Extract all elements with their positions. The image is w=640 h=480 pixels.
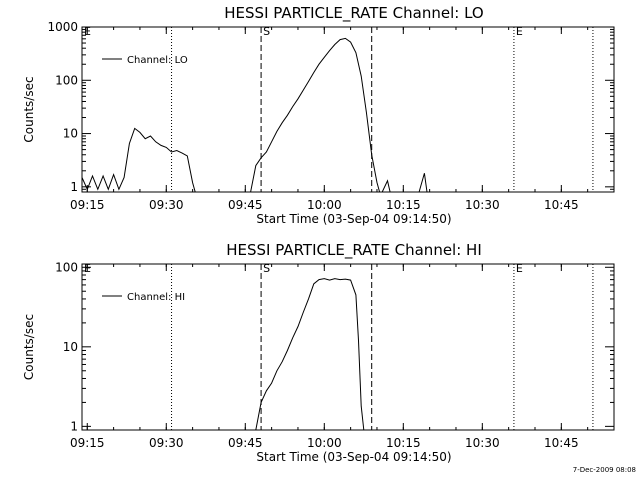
chart-2-x-tick-label: 10:30 bbox=[465, 436, 500, 450]
chart-1-frame bbox=[81, 26, 615, 193]
footer-timestamp: 7-Dec-2009 08:08 bbox=[572, 466, 636, 474]
chart-1-x-tick-label: 10:30 bbox=[465, 198, 500, 212]
chart-1: HESSI PARTICLE_RATE Channel: LO 09:15 09:3… bbox=[22, 4, 615, 226]
chart-2-y-axis-title: Counts/sec bbox=[22, 314, 36, 380]
chart-1-x-tick-label: 10:45 bbox=[544, 198, 579, 212]
chart-2-marker-label: E bbox=[516, 262, 523, 275]
chart-1-y-tick-label: 10 bbox=[63, 127, 78, 141]
chart-2-x-axis-title: Start Time (03-Sep-04 09:14:50) bbox=[256, 450, 451, 464]
chart-1-x-tick-label: 09:45 bbox=[228, 198, 263, 212]
chart-1-series-line bbox=[250, 37, 381, 193]
chart-1-x-tick-label: 10:15 bbox=[386, 198, 421, 212]
chart-2-x-tick-label: 10:45 bbox=[544, 436, 579, 450]
chart-2-marker-label: S bbox=[263, 262, 270, 275]
chart-1-marker-label: S bbox=[263, 25, 270, 38]
chart-2-x-tick-label: 10:00 bbox=[307, 436, 342, 450]
chart-1-legend-label: Channel: LO bbox=[127, 55, 188, 66]
chart-2-x-tick-label: 09:45 bbox=[228, 436, 263, 450]
chart-2-y-tick-label: 10 bbox=[63, 340, 78, 354]
chart-2-x-tick-label: 09:15 bbox=[70, 436, 105, 450]
chart-1-y-tick-label: 100 bbox=[55, 73, 78, 87]
chart-2-y-tick-label: 1 bbox=[70, 419, 78, 433]
chart-2: HESSI PARTICLE_RATE Channel: HI 09:15 09:3… bbox=[22, 241, 615, 464]
chart-1-title: HESSI PARTICLE_RATE Channel: LO bbox=[224, 4, 483, 23]
chart-2-legend-label: Channel: HI bbox=[127, 292, 185, 303]
chart-2-y-tick-label: 100 bbox=[55, 260, 78, 274]
chart-1-marker-label: E bbox=[84, 25, 91, 38]
chart-1-x-tick-label: 09:30 bbox=[149, 198, 184, 212]
chart-1-series-line bbox=[381, 179, 391, 193]
chart-2-x-tick-label: 10:15 bbox=[386, 436, 421, 450]
chart-2-series-line bbox=[255, 278, 365, 431]
chart-1-y-tick-label: 1000 bbox=[47, 20, 78, 34]
chart-1-series-line bbox=[81, 127, 196, 193]
chart-1-x-tick-label: 10:00 bbox=[307, 198, 342, 212]
chart-1-marker-label: E bbox=[516, 25, 523, 38]
chart-1-series-line bbox=[418, 173, 428, 193]
chart-2-x-tick-label: 09:30 bbox=[149, 436, 184, 450]
chart-2-title: HESSI PARTICLE_RATE Channel: HI bbox=[226, 241, 482, 260]
chart-1-y-axis-title: Counts/sec bbox=[22, 76, 36, 142]
chart-2-frame bbox=[81, 263, 615, 431]
chart-1-x-tick-label: 09:15 bbox=[70, 198, 105, 212]
chart-1-x-axis-title: Start Time (03-Sep-04 09:14:50) bbox=[256, 212, 451, 226]
chart-2-marker-label: E bbox=[84, 262, 91, 275]
chart-1-y-tick-label: 1 bbox=[70, 180, 78, 194]
